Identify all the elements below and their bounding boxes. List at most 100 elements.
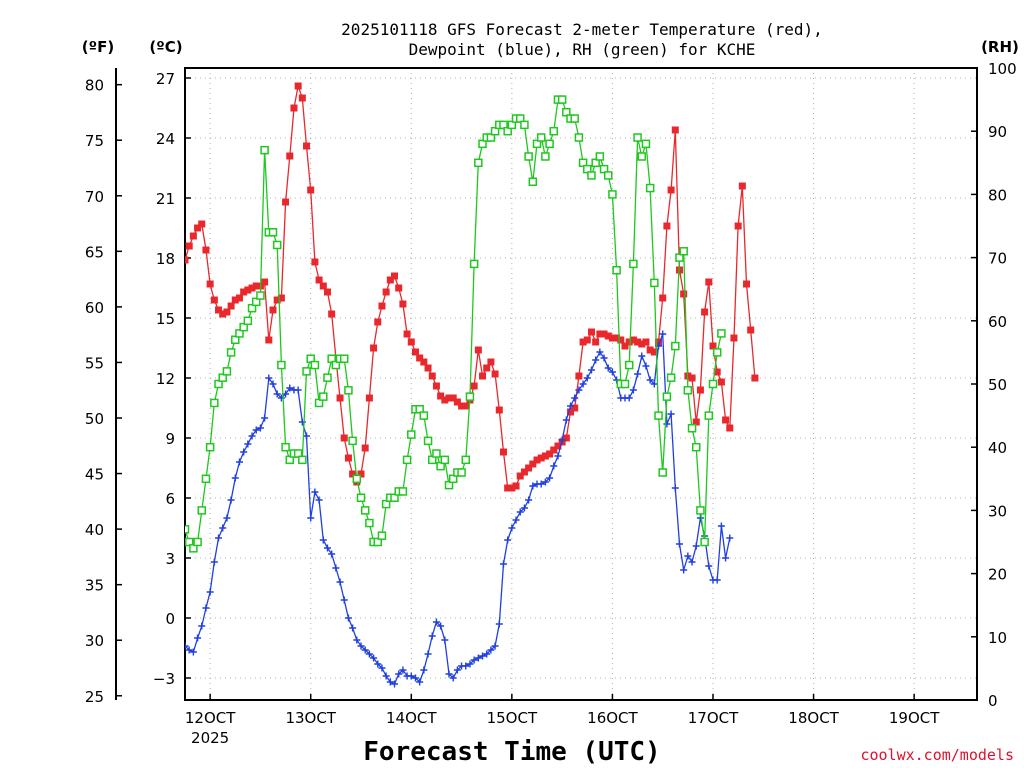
data-point — [613, 334, 621, 342]
data-point — [650, 348, 658, 356]
f-tick-label: 65 — [85, 243, 104, 261]
data-point — [466, 660, 474, 668]
data-point — [541, 478, 549, 486]
data-point — [360, 506, 370, 515]
data-point — [286, 384, 294, 392]
data-point — [185, 256, 189, 264]
data-point — [541, 152, 550, 161]
data-point — [399, 666, 407, 674]
data-point — [587, 328, 595, 336]
data-point — [323, 544, 331, 552]
data-point — [592, 356, 600, 364]
data-point — [520, 468, 528, 476]
data-point — [268, 228, 278, 237]
data-point — [520, 504, 528, 512]
data-point — [281, 442, 290, 452]
data-point — [751, 374, 759, 382]
data-point — [603, 171, 613, 180]
f-tick-label: 60 — [85, 299, 104, 317]
data-point — [608, 190, 617, 199]
data-point — [654, 411, 663, 420]
data-point — [567, 402, 575, 410]
data-point — [391, 680, 399, 688]
data-point — [512, 516, 520, 524]
data-point — [348, 436, 357, 446]
data-point — [516, 472, 524, 480]
data-point — [546, 474, 554, 482]
data-point — [215, 306, 223, 314]
data-point — [691, 442, 701, 452]
data-point — [663, 420, 671, 428]
chart-title-line-2: Dewpoint (blue), RH (green) for KCHE — [409, 40, 756, 59]
data-point — [252, 426, 260, 434]
data-point — [495, 406, 503, 414]
data-point — [310, 360, 320, 370]
data-point — [374, 318, 382, 326]
data-point — [479, 372, 487, 380]
data-point — [465, 392, 475, 401]
data-point — [520, 120, 529, 130]
rh-tick-label: 50 — [988, 376, 1007, 394]
data-point — [545, 139, 554, 149]
time-ticks: 12OCT 2025 13OCT 14OCT 15OCT 16OCT 17OCT 18OCT 1… — [185, 694, 940, 747]
data-point — [596, 330, 604, 338]
f-tick-label: 45 — [85, 466, 104, 484]
rh-tick-label: 80 — [988, 186, 1007, 204]
data-point — [340, 434, 348, 442]
data-point — [726, 424, 734, 432]
data-point — [722, 554, 730, 562]
data-point — [261, 414, 269, 422]
data-point — [525, 496, 533, 504]
c-tick-label: 9 — [165, 430, 175, 448]
data-point — [675, 540, 683, 548]
data-point — [319, 392, 328, 401]
data-point — [235, 294, 243, 302]
data-point — [696, 514, 704, 522]
data-point — [269, 306, 277, 314]
series-line — [185, 333, 731, 685]
data-point — [642, 362, 650, 370]
data-point — [646, 346, 654, 354]
data-point — [495, 620, 503, 628]
data-point — [416, 678, 424, 686]
data-point — [395, 284, 403, 292]
data-point — [307, 514, 315, 522]
data-point — [659, 294, 667, 302]
c-tick-label: 3 — [165, 550, 175, 568]
data-point — [708, 379, 718, 389]
data-point — [629, 386, 637, 394]
data-point — [197, 506, 207, 515]
time-tick-label: 15OCT — [487, 709, 538, 727]
data-point — [608, 334, 616, 342]
data-point — [700, 537, 709, 547]
data-point — [240, 448, 248, 456]
c-tick-label: 15 — [156, 310, 175, 328]
data-point — [483, 364, 491, 372]
rh-unit-label: (RH) — [981, 38, 1019, 56]
data-point — [206, 588, 214, 596]
data-point — [462, 402, 470, 410]
data-point — [567, 408, 575, 416]
time-tick-year: 2025 — [191, 729, 229, 747]
data-point — [303, 432, 311, 440]
data-point — [265, 336, 273, 344]
data-point — [658, 468, 667, 477]
data-point — [189, 232, 197, 240]
data-point — [713, 368, 721, 376]
rh-tick-label: 30 — [988, 502, 1007, 520]
c-tick-label: 6 — [165, 490, 175, 508]
data-point — [185, 525, 190, 534]
data-point — [504, 484, 512, 492]
data-point — [562, 434, 570, 442]
data-point — [461, 455, 471, 465]
c-tick-label: 27 — [156, 70, 175, 88]
data-point — [441, 396, 449, 404]
data-point — [462, 662, 470, 670]
data-point — [604, 364, 612, 372]
data-point — [298, 455, 307, 465]
data-point — [575, 386, 583, 394]
data-point — [273, 296, 281, 304]
data-point — [583, 374, 591, 382]
data-point — [687, 423, 697, 433]
data-point — [243, 316, 253, 326]
